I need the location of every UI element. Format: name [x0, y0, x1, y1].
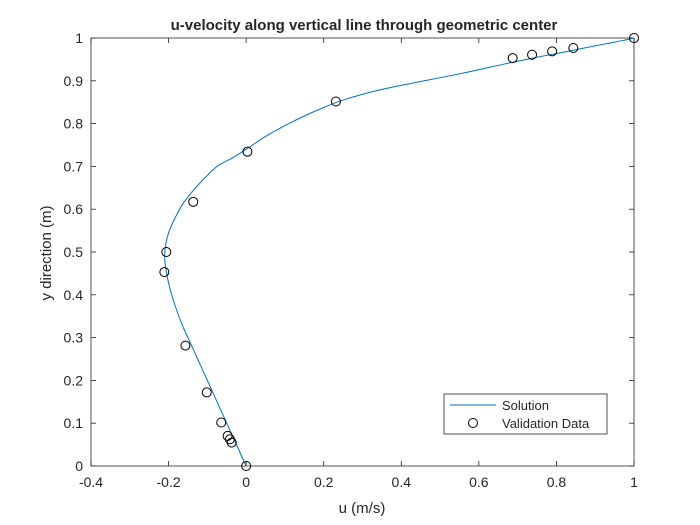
validation-data-point	[180, 340, 191, 351]
x-tick-label: 0	[242, 474, 250, 490]
y-tick-label: 0.3	[64, 330, 84, 346]
y-axis-label: y direction (m)	[38, 205, 55, 300]
validation-data-point	[629, 33, 639, 43]
legend-entry-label: Solution	[502, 398, 549, 413]
validation-data-point	[568, 43, 579, 54]
validation-data-point	[188, 196, 199, 207]
x-tick-label: -0.2	[157, 474, 181, 490]
y-tick-label: 0.9	[64, 73, 84, 89]
y-tick-label: 1	[75, 30, 83, 46]
y-tick-label: 0	[75, 458, 83, 474]
y-tick-label: 0.6	[64, 201, 84, 217]
validation-data-point	[507, 53, 518, 64]
validation-data-point	[547, 46, 558, 57]
plot-area: -0.4 -0.2 0 0.2 0.4 0.6 0.8 1 0 0.1 0.2 0.3 0.4 0.5 0.…	[64, 30, 639, 490]
validation-data-point	[201, 387, 212, 398]
chart-title: u-velocity along vertical line through g…	[171, 17, 558, 34]
legend-marker-swatch	[468, 418, 478, 428]
x-tick-label: 1	[630, 474, 638, 490]
y-tick-label: 0.1	[64, 415, 84, 431]
x-axis-label: u (m/s)	[339, 500, 386, 517]
x-tick-label: 0.6	[469, 474, 489, 490]
y-tick-label: 0.7	[64, 158, 84, 174]
series-line-solution	[164, 37, 635, 467]
y-tick-label: 0.8	[64, 116, 84, 132]
y-tick-label: 0.5	[64, 244, 84, 260]
validation-data-point	[159, 267, 170, 278]
validation-data-point	[161, 247, 172, 257]
y-tick-label: 0.4	[64, 287, 84, 303]
legend-entry-label: Validation Data	[502, 416, 590, 431]
x-tick-label: 0.2	[314, 474, 334, 490]
validation-data-point	[226, 437, 237, 448]
validation-data-point	[330, 96, 341, 107]
validation-data-point	[242, 146, 253, 157]
validation-data-point	[216, 417, 227, 428]
validation-data-point	[241, 461, 252, 471]
x-tick-label: -0.4	[79, 474, 103, 490]
validation-data-point	[527, 49, 538, 60]
x-tick-label: 0.4	[392, 474, 412, 490]
y-tick-label: 0.2	[64, 372, 84, 388]
x-tick-label: 0.8	[547, 474, 567, 490]
